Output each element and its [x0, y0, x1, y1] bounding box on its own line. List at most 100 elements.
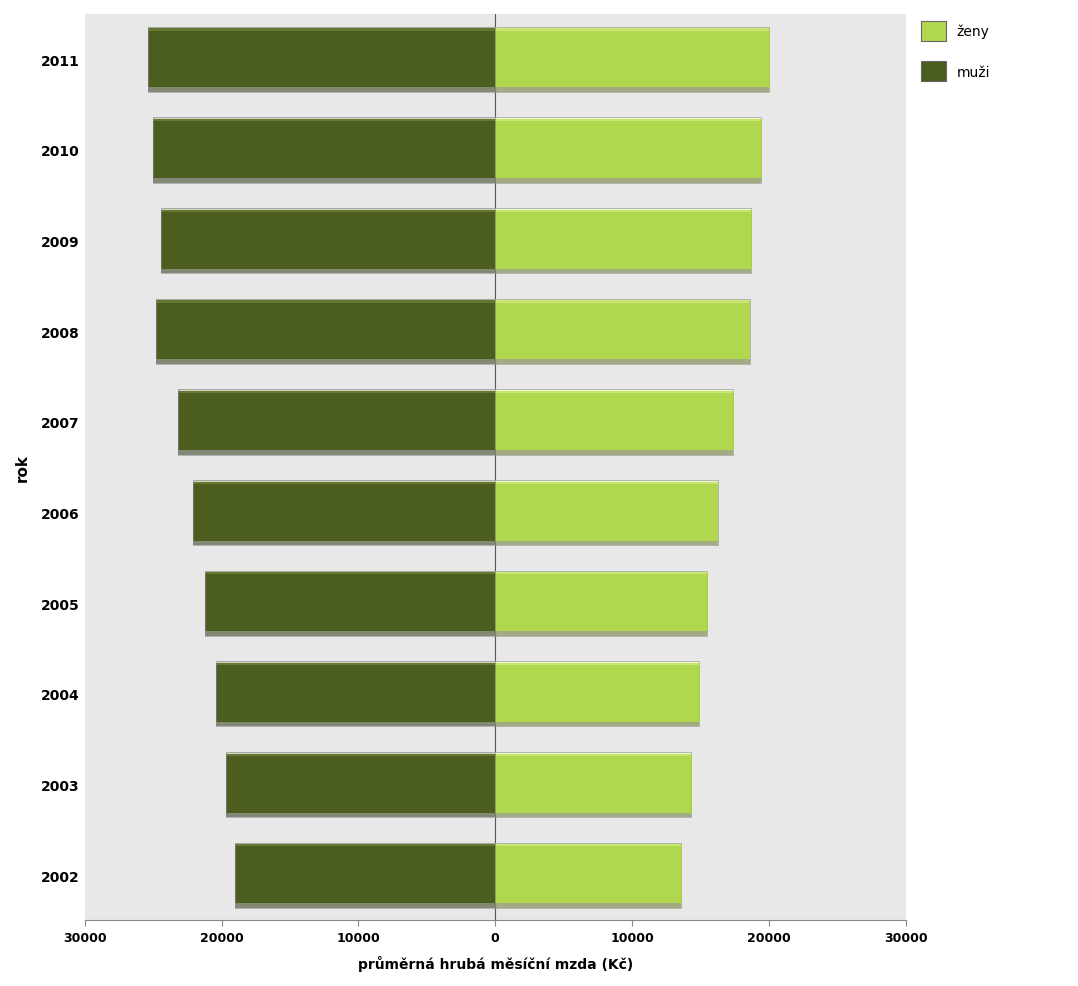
- Bar: [178, 389, 495, 456]
- Bar: [495, 480, 718, 482]
- Legend: ženy, muži: ženy, muži: [921, 22, 991, 82]
- Bar: [495, 480, 718, 541]
- Bar: [235, 843, 495, 847]
- Bar: [495, 118, 761, 122]
- Bar: [495, 451, 733, 456]
- Bar: [193, 480, 495, 541]
- Bar: [156, 360, 495, 365]
- Bar: [162, 209, 495, 269]
- Bar: [495, 662, 699, 664]
- Bar: [235, 843, 495, 903]
- Bar: [153, 118, 495, 122]
- Bar: [495, 571, 707, 573]
- Bar: [495, 812, 691, 817]
- Bar: [495, 28, 769, 32]
- Bar: [217, 662, 495, 722]
- Bar: [495, 541, 718, 545]
- Bar: [148, 89, 495, 93]
- Bar: [495, 389, 733, 456]
- Bar: [495, 722, 699, 727]
- Bar: [225, 752, 495, 756]
- Bar: [495, 300, 749, 365]
- Bar: [193, 480, 495, 482]
- Bar: [217, 662, 495, 727]
- Bar: [495, 28, 769, 89]
- Bar: [153, 118, 495, 183]
- Bar: [156, 300, 495, 304]
- Bar: [162, 209, 495, 274]
- Bar: [495, 209, 751, 269]
- X-axis label: průměrná hrubá měsíční mzda (Kč): průměrná hrubá měsíční mzda (Kč): [358, 955, 633, 971]
- Bar: [495, 118, 761, 120]
- Y-axis label: rok: rok: [15, 454, 30, 482]
- Bar: [193, 480, 495, 484]
- Bar: [153, 118, 495, 120]
- Bar: [495, 389, 733, 391]
- Bar: [495, 752, 691, 756]
- Bar: [495, 89, 769, 93]
- Bar: [162, 269, 495, 274]
- Bar: [495, 389, 733, 451]
- Bar: [225, 752, 495, 812]
- Bar: [162, 209, 495, 210]
- Bar: [235, 843, 495, 844]
- Bar: [495, 389, 733, 393]
- Bar: [495, 571, 707, 632]
- Bar: [235, 843, 495, 908]
- Bar: [495, 300, 749, 360]
- Bar: [495, 209, 751, 210]
- Bar: [156, 300, 495, 301]
- Bar: [495, 480, 718, 545]
- Bar: [162, 209, 495, 213]
- Bar: [495, 662, 699, 666]
- Bar: [205, 632, 495, 636]
- Bar: [178, 389, 495, 391]
- Bar: [225, 752, 495, 817]
- Bar: [153, 118, 495, 178]
- Bar: [148, 28, 495, 89]
- Bar: [495, 843, 681, 844]
- Bar: [156, 300, 495, 360]
- Bar: [495, 903, 681, 908]
- Bar: [217, 722, 495, 727]
- Bar: [148, 28, 495, 30]
- Bar: [495, 843, 681, 908]
- Bar: [495, 662, 699, 727]
- Bar: [495, 571, 707, 636]
- Bar: [178, 389, 495, 451]
- Bar: [495, 178, 761, 183]
- Bar: [495, 843, 681, 903]
- Bar: [193, 480, 495, 545]
- Bar: [225, 812, 495, 817]
- Bar: [156, 300, 495, 365]
- Bar: [495, 752, 691, 817]
- Bar: [153, 178, 495, 183]
- Bar: [178, 389, 495, 393]
- Bar: [178, 451, 495, 456]
- Bar: [495, 118, 761, 183]
- Bar: [148, 28, 495, 32]
- Bar: [495, 300, 749, 304]
- Bar: [495, 300, 749, 301]
- Bar: [205, 571, 495, 575]
- Bar: [495, 752, 691, 812]
- Bar: [495, 480, 718, 484]
- Bar: [495, 360, 749, 365]
- Bar: [205, 571, 495, 573]
- Bar: [495, 752, 691, 753]
- Bar: [193, 541, 495, 545]
- Bar: [217, 662, 495, 666]
- Bar: [148, 28, 495, 93]
- Bar: [495, 662, 699, 722]
- Bar: [205, 571, 495, 632]
- Bar: [235, 903, 495, 908]
- Bar: [205, 571, 495, 636]
- Bar: [495, 269, 751, 274]
- Bar: [495, 571, 707, 575]
- Bar: [495, 209, 751, 274]
- Bar: [495, 209, 751, 213]
- Bar: [495, 118, 761, 178]
- Bar: [495, 28, 769, 30]
- Bar: [217, 662, 495, 664]
- Bar: [225, 752, 495, 753]
